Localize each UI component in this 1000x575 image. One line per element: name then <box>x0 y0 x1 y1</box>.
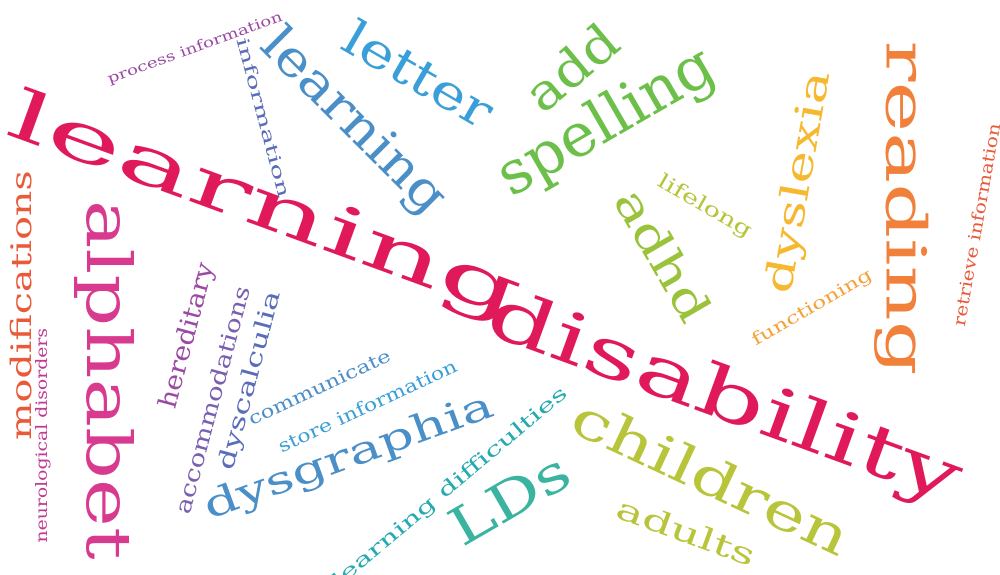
word-reading: reading <box>873 40 938 376</box>
word-retrieve-information: retrieve information <box>949 121 1000 328</box>
word-alphabet: alphabet <box>72 200 145 560</box>
word-neurological-disorders: neurological disorders <box>32 327 51 543</box>
word-dyslexia: dyslexia <box>755 67 839 297</box>
